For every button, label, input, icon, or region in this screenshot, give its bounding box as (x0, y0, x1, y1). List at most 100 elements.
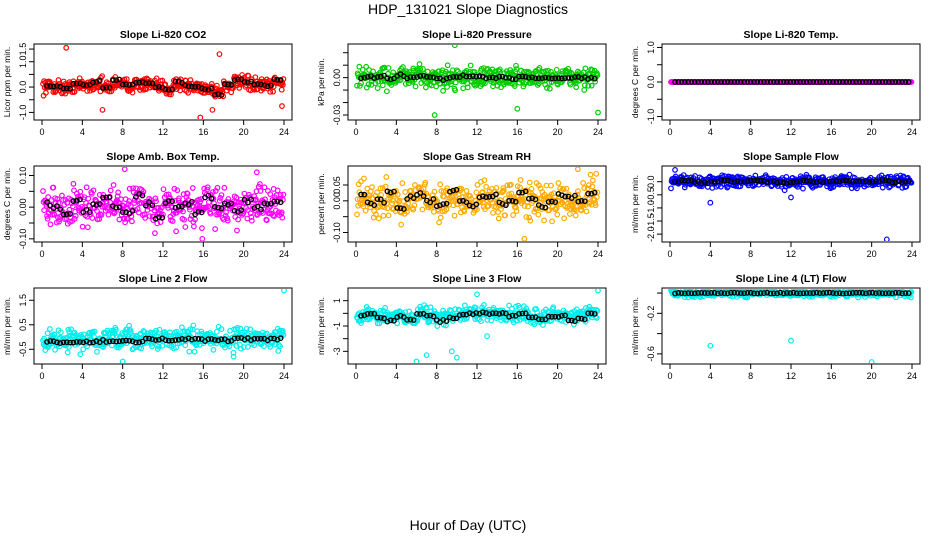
mean-point (212, 203, 218, 210)
mean-point (866, 179, 873, 185)
mean-point (572, 192, 578, 199)
outlier-point (216, 51, 223, 58)
data-point (513, 204, 519, 211)
outlier-point (209, 106, 216, 113)
mean-point (800, 177, 807, 184)
data-point (91, 328, 98, 335)
mean-point (267, 335, 274, 342)
mean-point (231, 77, 238, 84)
data-point (204, 184, 211, 191)
mean-point (820, 290, 826, 296)
data-point (363, 63, 370, 70)
data-point (544, 84, 550, 91)
mean-point (410, 74, 417, 81)
panel-title: Slope Sample Flow (743, 151, 840, 163)
mean-point (512, 198, 519, 205)
x-tick-label: 0 (39, 371, 44, 381)
data-point (41, 207, 48, 214)
x-tick-label: 12 (158, 371, 168, 381)
data-point (411, 202, 418, 209)
mean-point (588, 310, 595, 317)
mean-point (142, 202, 149, 209)
mean-point (545, 75, 552, 81)
mean-point (552, 75, 559, 82)
data-point (518, 67, 525, 74)
data-point (267, 191, 274, 197)
mean-point (562, 312, 568, 319)
data-point (433, 83, 440, 90)
data-point (724, 183, 731, 190)
data-point (160, 186, 167, 193)
data-point (191, 223, 197, 230)
data-point (125, 215, 131, 222)
outlier-point (514, 105, 521, 112)
data-point (193, 340, 200, 347)
data-point (500, 187, 507, 194)
mean-point (714, 79, 721, 85)
mean-point (568, 75, 575, 81)
data-point (45, 194, 52, 200)
y-tick-label: 0.10 (18, 167, 28, 185)
data-point (400, 64, 406, 70)
mean-point (761, 79, 767, 85)
mean-point (473, 73, 480, 80)
data-point (277, 343, 283, 350)
mean-point (849, 79, 856, 85)
data-point (224, 217, 231, 224)
mean-point (731, 179, 738, 185)
mean-point (152, 84, 159, 91)
y-tick-label: 0.00 (18, 198, 28, 216)
mean-point (784, 290, 790, 296)
data-point (382, 183, 389, 190)
mean-point (718, 79, 724, 85)
mean-point (734, 178, 741, 185)
mean-point (358, 75, 364, 82)
mean-point (691, 179, 698, 185)
panel-y-label: kPa per min. (316, 58, 326, 106)
mean-point (797, 178, 803, 185)
data-point (110, 182, 117, 188)
mean-point (529, 195, 536, 202)
data-points (668, 79, 915, 85)
mean-point (358, 191, 364, 198)
x-tick-label: 24 (907, 127, 917, 137)
mean-point (473, 201, 480, 208)
mean-point (588, 190, 595, 197)
mean-point (486, 311, 493, 318)
data-point (488, 317, 495, 324)
data-point (69, 203, 76, 210)
x-tick-label: 16 (198, 371, 208, 381)
data-point (377, 307, 384, 314)
x-tick-label: 16 (198, 127, 208, 137)
mean-point (202, 86, 208, 93)
data-point (546, 207, 553, 213)
data-point (207, 210, 214, 217)
panel-3: Slope Li-820 Temp.degrees C per min.0 4 8 1… (630, 29, 921, 137)
mean-point (738, 79, 744, 85)
mean-point (879, 176, 886, 183)
mean-point (882, 177, 889, 184)
mean-point (192, 335, 198, 342)
data-point (79, 223, 86, 230)
data-point (399, 180, 406, 187)
data-point (908, 79, 915, 85)
mean-point (238, 207, 245, 214)
data-point (580, 180, 586, 186)
x-tick-label: 0 (39, 249, 44, 259)
mean-point (400, 206, 407, 212)
data-point (149, 343, 155, 350)
x-tick-label: 20 (867, 371, 877, 381)
mean-point (126, 337, 133, 344)
x-tick-label: 20 (553, 127, 563, 137)
mean-point (67, 211, 73, 217)
data-point (443, 206, 450, 213)
mean-point (267, 82, 274, 89)
mean-point (86, 209, 93, 215)
mean-point (542, 74, 549, 81)
data-point (572, 212, 579, 219)
mean-point (572, 74, 578, 80)
panel-4: Slope Amb. Box Temp.degrees C per min.0 4… (2, 151, 293, 259)
data-point (275, 348, 282, 354)
data-point (474, 182, 481, 188)
